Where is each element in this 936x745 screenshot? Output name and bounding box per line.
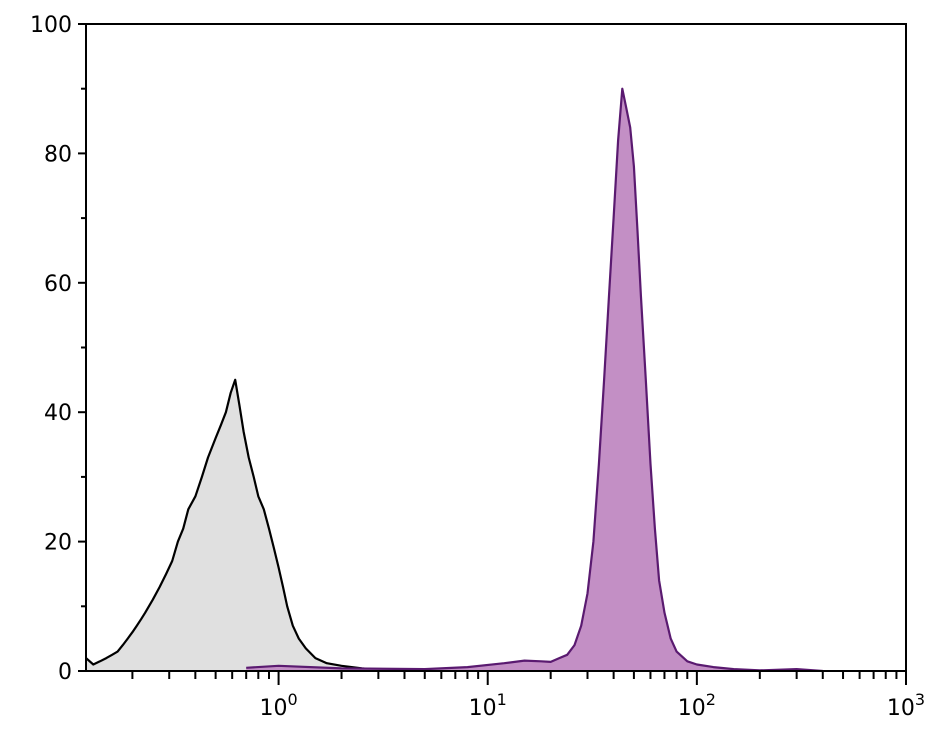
tick-layer: 0 20 40 60 80 100 100 101 102 103 xyxy=(30,13,925,721)
x-tick-label-100: 102 xyxy=(678,690,716,721)
series-2-area xyxy=(246,88,823,671)
x-tick-label-1000: 103 xyxy=(887,690,925,721)
x-tick-label-10: 101 xyxy=(469,690,507,721)
y-tick-label-100: 100 xyxy=(30,13,72,38)
series-1-line xyxy=(85,378,405,673)
series-layer xyxy=(85,87,823,673)
x-tick-label-1: 100 xyxy=(259,690,297,721)
y-tick-label-60: 60 xyxy=(44,272,72,297)
y-tick-label-20: 20 xyxy=(44,531,72,556)
y-tick-label-40: 40 xyxy=(44,401,72,426)
y-tick-label-80: 80 xyxy=(44,142,72,167)
series-2-line xyxy=(246,87,823,673)
y-tick-label-0: 0 xyxy=(58,660,72,685)
series-1-area xyxy=(86,379,405,671)
